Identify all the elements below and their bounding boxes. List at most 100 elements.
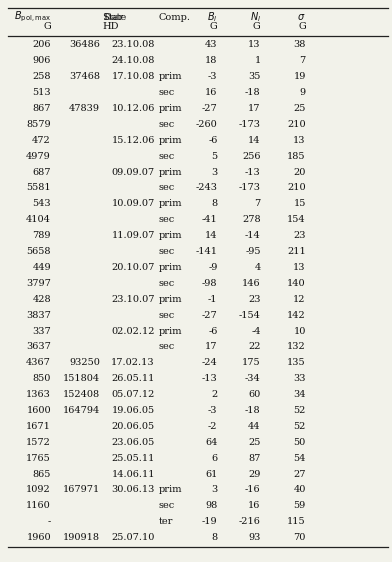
Text: 40: 40: [293, 486, 306, 495]
Text: 7: 7: [254, 200, 261, 209]
Text: 15.12.06: 15.12.06: [111, 136, 155, 145]
Text: 8: 8: [211, 533, 218, 542]
Text: 23.10.07: 23.10.07: [111, 294, 155, 303]
Text: 52: 52: [293, 406, 306, 415]
Text: 25.07.10: 25.07.10: [111, 533, 155, 542]
Text: -41: -41: [202, 215, 218, 224]
Text: 6: 6: [211, 454, 218, 463]
Text: -95: -95: [245, 247, 261, 256]
Text: 115: 115: [287, 517, 306, 526]
Text: -13: -13: [202, 374, 218, 383]
Text: 18: 18: [205, 56, 218, 65]
Text: 02.02.12: 02.02.12: [111, 327, 155, 336]
Text: 59: 59: [294, 501, 306, 510]
Text: -141: -141: [196, 247, 218, 256]
Text: -: -: [48, 517, 51, 526]
Text: 29: 29: [248, 469, 261, 478]
Text: 1: 1: [254, 56, 261, 65]
Text: -14: -14: [245, 231, 261, 240]
Text: 865: 865: [33, 469, 51, 478]
Text: 20.10.07: 20.10.07: [111, 263, 155, 272]
Text: 20.06.05: 20.06.05: [112, 422, 155, 431]
Text: 36486: 36486: [69, 40, 100, 49]
Text: 543: 543: [32, 200, 51, 209]
Text: 449: 449: [32, 263, 51, 272]
Text: 14.06.11: 14.06.11: [111, 469, 155, 478]
Text: G: G: [43, 22, 51, 31]
Text: 05.07.12: 05.07.12: [111, 390, 155, 399]
Text: 472: 472: [32, 136, 51, 145]
Text: -1: -1: [208, 294, 218, 303]
Text: -16: -16: [245, 486, 261, 495]
Text: 23.06.05: 23.06.05: [112, 438, 155, 447]
Text: 1671: 1671: [26, 422, 51, 431]
Text: 151804: 151804: [63, 374, 100, 383]
Text: -243: -243: [196, 183, 218, 193]
Text: 12: 12: [293, 294, 306, 303]
Text: 16: 16: [248, 501, 261, 510]
Text: $B_\mathrm{pol,max}$: $B_\mathrm{pol,max}$: [14, 10, 51, 24]
Text: -98: -98: [202, 279, 218, 288]
Text: sec: sec: [159, 215, 175, 224]
Text: 135: 135: [287, 359, 306, 368]
Text: Comp.: Comp.: [159, 13, 191, 22]
Text: 278: 278: [242, 215, 261, 224]
Text: 13: 13: [293, 136, 306, 145]
Text: 14: 14: [205, 231, 218, 240]
Text: 17.10.08: 17.10.08: [111, 72, 155, 81]
Text: 60: 60: [249, 390, 261, 399]
Text: 1600: 1600: [26, 406, 51, 415]
Text: -24: -24: [202, 359, 218, 368]
Text: 25.05.11: 25.05.11: [111, 454, 155, 463]
Text: 337: 337: [32, 327, 51, 336]
Text: -27: -27: [202, 311, 218, 320]
Text: 61: 61: [205, 469, 218, 478]
Text: 33: 33: [293, 374, 306, 383]
Text: 132: 132: [287, 342, 306, 351]
Text: G: G: [253, 22, 261, 31]
Text: 10.12.06: 10.12.06: [111, 104, 155, 113]
Text: -9: -9: [208, 263, 218, 272]
Text: 17: 17: [205, 342, 218, 351]
Text: 13: 13: [293, 263, 306, 272]
Text: 70: 70: [293, 533, 306, 542]
Text: 4367: 4367: [26, 359, 51, 368]
Text: -2: -2: [208, 422, 218, 431]
Text: 5658: 5658: [26, 247, 51, 256]
Text: 154: 154: [287, 215, 306, 224]
Text: 850: 850: [33, 374, 51, 383]
Text: 256: 256: [242, 152, 261, 161]
Text: -4: -4: [251, 327, 261, 336]
Text: prim: prim: [159, 327, 182, 336]
Text: -19: -19: [202, 517, 218, 526]
Text: 27: 27: [293, 469, 306, 478]
Text: 1960: 1960: [26, 533, 51, 542]
Text: 23: 23: [293, 231, 306, 240]
Text: 146: 146: [242, 279, 261, 288]
Text: 1765: 1765: [26, 454, 51, 463]
Text: 2: 2: [211, 390, 218, 399]
Text: -18: -18: [245, 88, 261, 97]
Text: 19.06.05: 19.06.05: [112, 406, 155, 415]
Text: 52: 52: [293, 422, 306, 431]
Text: 190918: 190918: [63, 533, 100, 542]
Text: 789: 789: [33, 231, 51, 240]
Text: -27: -27: [202, 104, 218, 113]
Text: HD: HD: [102, 22, 118, 31]
Text: sec: sec: [159, 120, 175, 129]
Text: 43: 43: [205, 40, 218, 49]
Text: Star: Star: [102, 13, 123, 22]
Text: -13: -13: [245, 167, 261, 176]
Text: 9: 9: [299, 88, 306, 97]
Text: 98: 98: [205, 501, 218, 510]
Text: ter: ter: [159, 517, 173, 526]
Text: 1363: 1363: [26, 390, 51, 399]
Text: 210: 210: [287, 120, 306, 129]
Text: 17.02.13: 17.02.13: [111, 359, 155, 368]
Text: 30.06.13: 30.06.13: [111, 486, 155, 495]
Text: 26.05.11: 26.05.11: [111, 374, 155, 383]
Text: 38: 38: [293, 40, 306, 49]
Text: sec: sec: [159, 88, 175, 97]
Text: $B_l$: $B_l$: [207, 10, 218, 24]
Text: 867: 867: [33, 104, 51, 113]
